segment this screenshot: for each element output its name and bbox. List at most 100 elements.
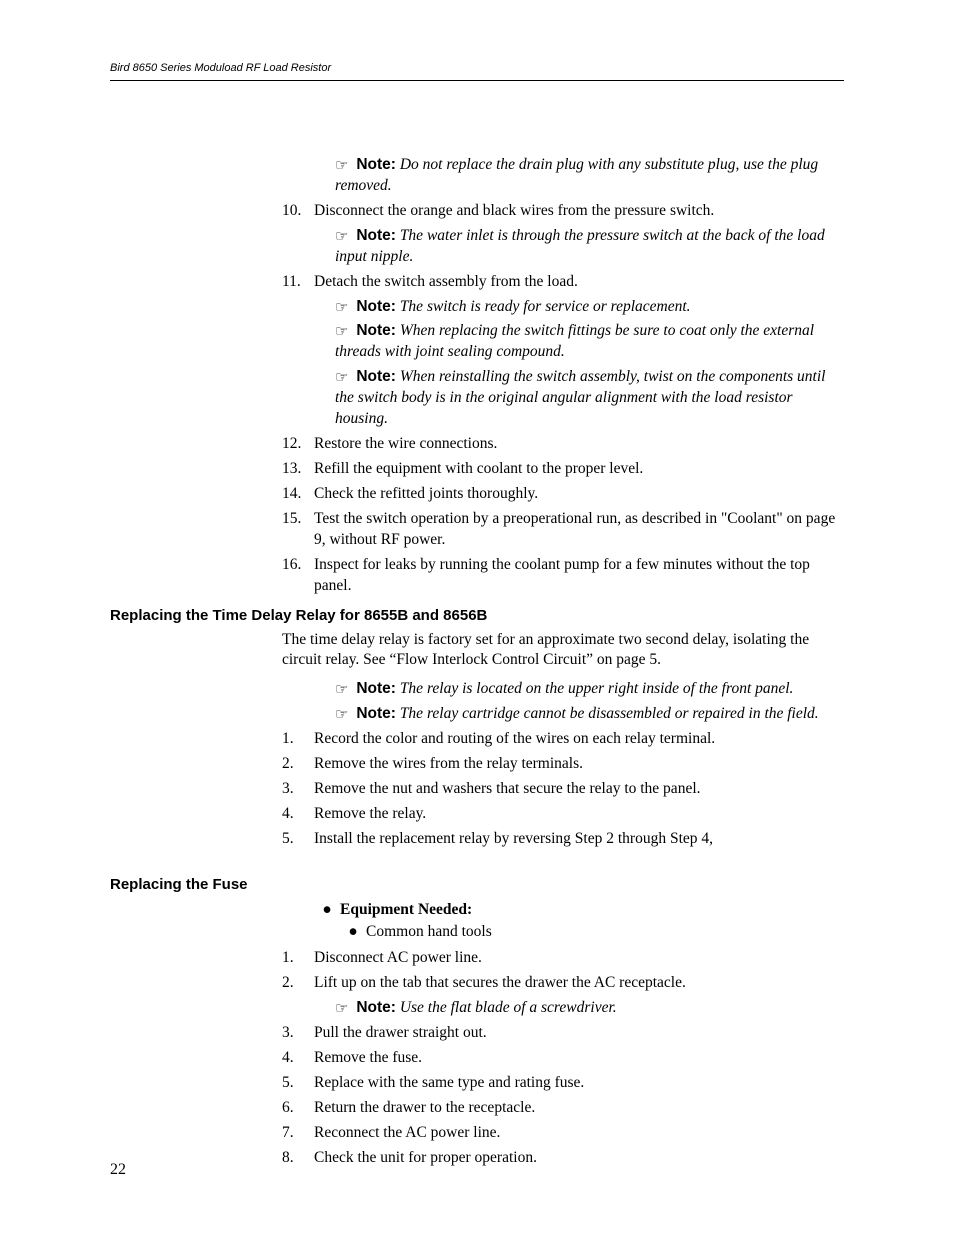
heading-fuse: Replacing the Fuse: [110, 876, 844, 893]
step-text: Replace with the same type and rating fu…: [314, 1073, 844, 1094]
note-relay-location: ☞ Note: The relay is located on the uppe…: [335, 679, 844, 700]
step-number: 4.: [282, 804, 314, 825]
fuse-step-7: 7. Reconnect the AC power line.: [282, 1123, 844, 1144]
step-number: 14.: [282, 484, 314, 505]
note-label: Note:: [356, 227, 396, 244]
equipment-item: ● Common hand tools: [314, 921, 844, 943]
note-text: The switch is ready for service or repla…: [400, 298, 691, 315]
step-12: 12. Restore the wire connections.: [282, 434, 844, 455]
equipment-heading: ● Equipment Needed:: [314, 899, 844, 921]
note-water-inlet: ☞ Note: The water inlet is through the p…: [335, 226, 844, 268]
fuse-step-6: 6. Return the drawer to the receptacle.: [282, 1098, 844, 1119]
step-13: 13. Refill the equipment with coolant to…: [282, 459, 844, 480]
fuse-step-4: 4. Remove the fuse.: [282, 1048, 844, 1069]
pointing-hand-icon: ☞: [335, 227, 348, 247]
step-number: 16.: [282, 555, 314, 597]
step-number: 8.: [282, 1148, 314, 1169]
note-reinstall-switch: ☞ Note: When reinstalling the switch ass…: [335, 367, 844, 430]
page-number: 22: [110, 1161, 126, 1179]
pointing-hand-icon: ☞: [335, 705, 348, 725]
running-header: Bird 8650 Series Moduload RF Load Resist…: [110, 62, 844, 80]
step-text: Check the refitted joints thoroughly.: [314, 484, 844, 505]
step-text: Remove the nut and washers that secure t…: [314, 779, 844, 800]
step-text: Pull the drawer straight out.: [314, 1023, 844, 1044]
relay-intro: The time delay relay is factory set for …: [282, 630, 844, 672]
step-number: 11.: [282, 272, 314, 293]
step-text: Remove the fuse.: [314, 1048, 844, 1069]
pointing-hand-icon: ☞: [335, 999, 348, 1019]
step-text: Refill the equipment with coolant to the…: [314, 459, 844, 480]
note-text: The relay cartridge cannot be disassembl…: [400, 705, 819, 722]
equipment-text: Common hand tools: [366, 921, 492, 943]
step-text: Reconnect the AC power line.: [314, 1123, 844, 1144]
step-15: 15. Test the switch operation by a preop…: [282, 509, 844, 551]
step-16: 16. Inspect for leaks by running the coo…: [282, 555, 844, 597]
relay-step-4: 4. Remove the relay.: [282, 804, 844, 825]
note-text: Do not replace the drain plug with any s…: [335, 156, 818, 194]
pointing-hand-icon: ☞: [335, 368, 348, 388]
note-label: Note:: [356, 322, 396, 339]
relay-step-1: 1. Record the color and routing of the w…: [282, 729, 844, 750]
step-text: Inspect for leaks by running the coolant…: [314, 555, 844, 597]
step-text: Remove the wires from the relay terminal…: [314, 754, 844, 775]
step-number: 7.: [282, 1123, 314, 1144]
bullet-icon: ●: [314, 899, 340, 921]
step-text: Disconnect the orange and black wires fr…: [314, 201, 844, 222]
equipment-label: Equipment Needed:: [340, 899, 472, 921]
note-label: Note:: [356, 705, 396, 722]
step-number: 12.: [282, 434, 314, 455]
step-number: 15.: [282, 509, 314, 551]
pointing-hand-icon: ☞: [335, 322, 348, 342]
relay-step-5: 5. Install the replacement relay by reve…: [282, 829, 844, 850]
step-number: 10.: [282, 201, 314, 222]
step-number: 3.: [282, 1023, 314, 1044]
step-number: 3.: [282, 779, 314, 800]
step-number: 1.: [282, 948, 314, 969]
step-number: 5.: [282, 829, 314, 850]
relay-step-3: 3. Remove the nut and washers that secur…: [282, 779, 844, 800]
step-text: Test the switch operation by a preoperat…: [314, 509, 844, 551]
pointing-hand-icon: ☞: [335, 156, 348, 176]
step-text: Lift up on the tab that secures the draw…: [314, 973, 844, 994]
note-switch-fittings: ☞ Note: When replacing the switch fittin…: [335, 321, 844, 363]
heading-relay: Replacing the Time Delay Relay for 8655B…: [110, 607, 844, 624]
note-label: Note:: [356, 680, 396, 697]
step-text: Return the drawer to the receptacle.: [314, 1098, 844, 1119]
note-drain-plug: ☞ Note: Do not replace the drain plug wi…: [335, 155, 844, 197]
note-text: The water inlet is through the pressure …: [335, 227, 825, 265]
note-relay-cartridge: ☞ Note: The relay cartridge cannot be di…: [335, 704, 844, 725]
bullet-icon: ●: [340, 921, 366, 943]
step-number: 2.: [282, 973, 314, 994]
pointing-hand-icon: ☞: [335, 680, 348, 700]
step-text: Remove the relay.: [314, 804, 844, 825]
step-number: 6.: [282, 1098, 314, 1119]
fuse-step-5: 5. Replace with the same type and rating…: [282, 1073, 844, 1094]
note-switch-ready: ☞ Note: The switch is ready for service …: [335, 297, 844, 318]
step-number: 4.: [282, 1048, 314, 1069]
note-label: Note:: [356, 368, 396, 385]
equipment-needed: ● Equipment Needed: ● Common hand tools: [314, 899, 844, 942]
step-text: Record the color and routing of the wire…: [314, 729, 844, 750]
step-text: Detach the switch assembly from the load…: [314, 272, 844, 293]
note-label: Note:: [356, 156, 396, 173]
fuse-step-3: 3. Pull the drawer straight out.: [282, 1023, 844, 1044]
note-flat-blade: ☞ Note: Use the flat blade of a screwdri…: [335, 998, 844, 1019]
fuse-step-1: 1. Disconnect AC power line.: [282, 948, 844, 969]
step-10: 10. Disconnect the orange and black wire…: [282, 201, 844, 222]
step-number: 2.: [282, 754, 314, 775]
step-14: 14. Check the refitted joints thoroughly…: [282, 484, 844, 505]
step-number: 1.: [282, 729, 314, 750]
note-text: Use the flat blade of a screwdriver.: [400, 999, 617, 1016]
step-number: 5.: [282, 1073, 314, 1094]
step-text: Restore the wire connections.: [314, 434, 844, 455]
note-text: When reinstalling the switch assembly, t…: [335, 368, 825, 427]
content: ☞ Note: Do not replace the drain plug wi…: [110, 81, 844, 1168]
note-text: The relay is located on the upper right …: [400, 680, 794, 697]
step-text: Check the unit for proper operation.: [314, 1148, 844, 1169]
page: Bird 8650 Series Moduload RF Load Resist…: [0, 0, 954, 1235]
step-11: 11. Detach the switch assembly from the …: [282, 272, 844, 293]
step-text: Disconnect AC power line.: [314, 948, 844, 969]
fuse-step-8: 8. Check the unit for proper operation.: [282, 1148, 844, 1169]
step-text: Install the replacement relay by reversi…: [314, 829, 844, 850]
pointing-hand-icon: ☞: [335, 298, 348, 318]
